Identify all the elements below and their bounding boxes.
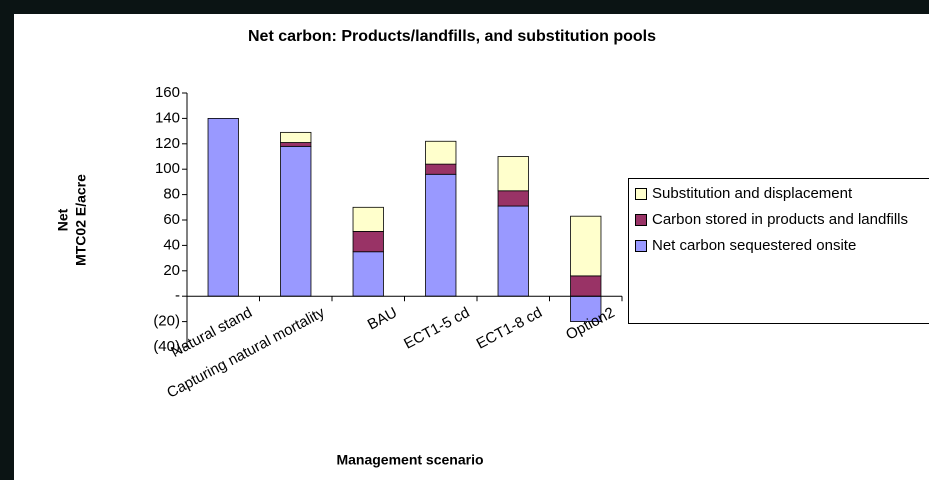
- bar-segment: [497, 190, 529, 207]
- y-tick-label: -: [175, 287, 180, 304]
- bar-segment: [207, 118, 239, 297]
- bar-segment: [425, 173, 457, 297]
- y-tick-label: 160: [155, 84, 180, 101]
- bar-segment: [497, 205, 529, 297]
- legend-swatch: [635, 188, 647, 200]
- legend-entry: Carbon stored in products and landfills: [635, 211, 929, 229]
- y-tick-label: (40): [153, 338, 180, 355]
- x-axis-title: Management scenario: [336, 452, 483, 468]
- legend-label: Carbon stored in products and landfills: [652, 211, 908, 228]
- legend-label: Net carbon sequestered onsite: [652, 237, 857, 254]
- bar-segment: [352, 231, 384, 253]
- y-axis-title: Net MTC02 E/acre: [55, 174, 89, 266]
- bar-segment: [352, 251, 384, 297]
- bar-segment: [280, 145, 312, 297]
- y-tick-label: 100: [155, 160, 180, 177]
- bar-segment: [425, 163, 457, 175]
- y-tick-label: 40: [163, 236, 180, 253]
- y-tick-label: 20: [163, 262, 180, 279]
- y-tick-label: 140: [155, 109, 180, 126]
- bar-segment: [280, 142, 312, 147]
- bar-segment: [570, 275, 602, 297]
- legend-entry: Net carbon sequestered onsite: [635, 237, 929, 255]
- bar-segment: [425, 140, 457, 165]
- bar-segment: [280, 131, 312, 143]
- legend-swatch: [635, 214, 647, 226]
- y-axis-title-line: MTC02 E/acre: [73, 174, 89, 266]
- y-tick-label: 60: [163, 211, 180, 228]
- y-tick-label: 80: [163, 186, 180, 203]
- legend-entry: Substitution and displacement: [635, 185, 929, 203]
- bar-segment: [352, 206, 384, 232]
- y-axis-title-line: Net: [55, 208, 71, 231]
- bar-segment: [570, 215, 602, 277]
- y-tick-label: (20): [153, 313, 180, 330]
- y-tick-label: 120: [155, 135, 180, 152]
- legend: Substitution and displacement Carbon stor…: [628, 178, 929, 324]
- bar-segment: [497, 156, 529, 192]
- legend-swatch: [635, 240, 647, 252]
- legend-label: Substitution and displacement: [652, 185, 853, 202]
- chart-title: Net carbon: Products/landfills, and subs…: [248, 28, 656, 45]
- bar-segment: [570, 295, 602, 323]
